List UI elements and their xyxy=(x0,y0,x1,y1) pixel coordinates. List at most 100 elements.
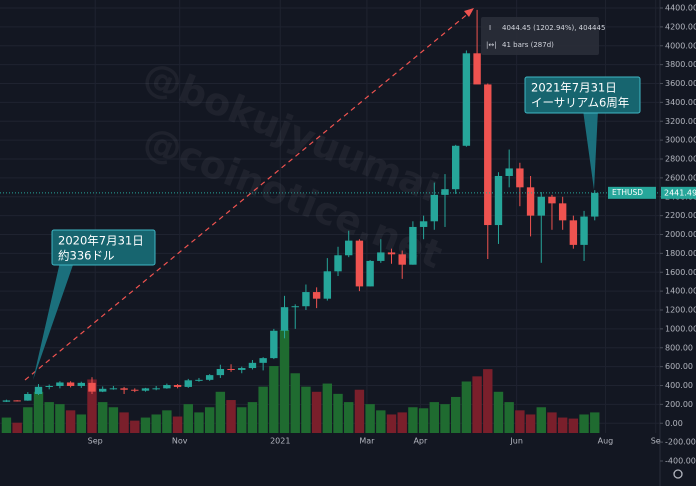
x-tick-label: Jun xyxy=(509,437,523,446)
candle-body xyxy=(13,400,21,402)
candle-body xyxy=(494,175,503,226)
volume-bar xyxy=(504,402,514,433)
volume-bar xyxy=(386,414,397,433)
volume-bar xyxy=(76,414,86,433)
volume-bar xyxy=(215,391,226,433)
candle-body xyxy=(77,382,85,386)
volume-bar xyxy=(194,412,204,433)
callout-pointer xyxy=(33,262,74,380)
volume-bar xyxy=(472,376,482,433)
volume-bar xyxy=(33,391,44,433)
volume xyxy=(1,330,600,433)
volume-bar xyxy=(547,412,557,433)
volume-bar xyxy=(87,379,97,433)
volume-bar xyxy=(162,410,172,433)
candle-body xyxy=(377,252,385,261)
candle-body xyxy=(462,53,471,146)
y-tick-label: 3000.00 xyxy=(665,136,696,145)
volume-bar xyxy=(108,407,119,433)
callout-box xyxy=(524,76,641,114)
candle-body xyxy=(120,388,128,390)
volume-bar xyxy=(344,402,354,433)
candle-body xyxy=(56,382,64,386)
volume-bar xyxy=(557,417,568,433)
candle-body xyxy=(505,168,513,176)
candle-body xyxy=(259,358,267,363)
x-tick-label: Nov xyxy=(172,437,188,446)
candle-body xyxy=(227,368,235,370)
candles xyxy=(0,9,660,403)
callout-text: 約336ドル xyxy=(58,249,114,263)
candle-body xyxy=(98,388,107,392)
callout: 2021年7月31日 イーサリアム6周年 xyxy=(524,76,641,190)
candle-body xyxy=(163,385,171,389)
y-tick-label: 800.00 xyxy=(665,343,693,352)
candle-body xyxy=(430,194,438,222)
candle-body xyxy=(109,388,118,390)
callout-text: イーサリアム6周年 xyxy=(531,96,629,110)
y-tick-label: 2000.00 xyxy=(665,230,696,239)
candle-body xyxy=(537,196,545,216)
x-tick-label: Sep xyxy=(88,437,103,446)
volume-bar xyxy=(440,404,450,433)
candle-body xyxy=(270,330,278,359)
candle-body xyxy=(34,386,43,394)
volume-bar xyxy=(322,383,333,433)
candle-body xyxy=(334,255,342,272)
x-tick-label: Aug xyxy=(598,437,614,446)
volume-bar xyxy=(269,366,279,433)
tooltip-text: 41 bars (287d) xyxy=(502,41,554,49)
volume-bar xyxy=(55,404,65,433)
volume-bar xyxy=(140,417,151,433)
callout-box xyxy=(51,229,156,266)
volume-bar xyxy=(258,386,268,433)
volume-bar xyxy=(237,407,247,433)
y-tick-label: -200.00 xyxy=(665,438,696,447)
volume-bar xyxy=(536,407,546,433)
volume-bar xyxy=(204,407,215,433)
volume-bar xyxy=(12,422,22,433)
candle-body xyxy=(24,393,32,401)
volume-bar xyxy=(311,391,322,433)
volume-bar xyxy=(461,381,472,433)
y-tick-label: 3600.00 xyxy=(665,79,696,88)
y-tick-label: 200.00 xyxy=(665,400,693,409)
candle-body xyxy=(141,388,150,391)
y-tick-label: 4200.00 xyxy=(665,22,696,31)
volume-bar xyxy=(279,330,290,433)
symbol-label: ETHUSD xyxy=(612,188,643,197)
candle-body xyxy=(409,226,417,265)
y-tick-label: 400.00 xyxy=(665,381,693,390)
volume-bar xyxy=(483,369,493,433)
volume-bar xyxy=(130,420,140,433)
symbol-label-box xyxy=(608,186,656,199)
y-tick-label: 600.00 xyxy=(665,362,693,371)
candle-body xyxy=(419,221,428,227)
candle-body xyxy=(580,216,588,245)
candle-body xyxy=(484,84,492,226)
callout-text: 2021年7月31日 xyxy=(531,81,617,95)
volume-bar xyxy=(183,404,193,433)
y-tick-label: 2200.00 xyxy=(665,211,696,220)
settings-icon[interactable] xyxy=(673,469,683,479)
price-label-box xyxy=(661,186,696,199)
volume-bar xyxy=(568,418,579,433)
volume-bar xyxy=(172,416,183,433)
candle-body xyxy=(2,400,11,402)
gear[interactable] xyxy=(673,469,683,479)
candle-body xyxy=(216,368,225,376)
volume-bar xyxy=(450,396,461,433)
y-tick-label: 2600.00 xyxy=(665,173,696,182)
x-tick-label: 2021 xyxy=(270,437,290,446)
volume-bar xyxy=(23,407,33,433)
x-tick-label: Mar xyxy=(359,437,375,446)
candle-body xyxy=(441,189,449,195)
candle-body xyxy=(387,252,396,255)
y-tick-label: 3200.00 xyxy=(665,117,696,126)
volume-bar xyxy=(418,408,429,433)
candle-body xyxy=(558,203,567,221)
volume-bar xyxy=(247,402,258,433)
tooltip-text: 4044.45 (1202.94%), 404445 xyxy=(502,24,605,32)
candle-body xyxy=(152,388,160,390)
